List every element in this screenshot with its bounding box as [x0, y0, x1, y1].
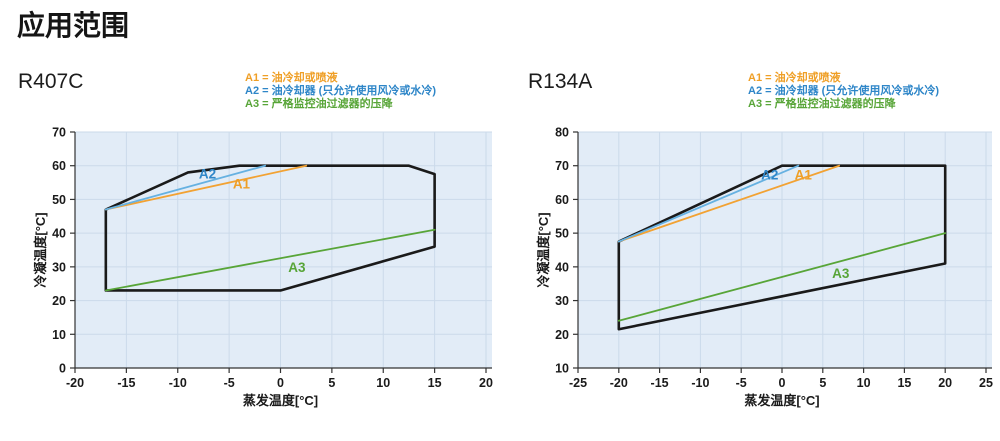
chart-title-r134a: R134A: [528, 70, 593, 93]
chart-r134a: -25 -20 -15 -10 -5 0 5 10 15 20 25 10 20 30 40 50 60 70 80…: [536, 126, 993, 409]
legend-r407c: A1 = 油冷却或喷液 A2 = 油冷却器 (只允许使用风冷或水冷) A3 = …: [245, 72, 505, 111]
y-tick-label: 30: [52, 260, 66, 274]
y-tick-label: 60: [555, 193, 569, 207]
series-a2-line: [617, 164, 800, 243]
y-tick-label: 30: [555, 294, 569, 308]
operating-envelope: [617, 164, 947, 331]
y-tick-label: 40: [52, 227, 66, 241]
series-a3-label: A3: [288, 260, 306, 275]
y-tick-label: 50: [52, 193, 66, 207]
x-tick-label: -5: [736, 376, 747, 390]
series-a3-line: [104, 228, 436, 292]
plot-area: [578, 132, 992, 368]
series-a1-label: A1: [795, 167, 813, 182]
y-tick-label: 40: [555, 260, 569, 274]
series-a2-label: A2: [199, 166, 216, 181]
series-a3-label: A3: [832, 266, 850, 281]
y-tick-label: 70: [52, 126, 66, 140]
x-tick-label: -10: [169, 376, 187, 390]
x-tick-label: -20: [610, 376, 628, 390]
x-tick-label: 5: [328, 376, 335, 390]
x-tick-label: 20: [938, 376, 952, 390]
legend-item-a3: A3 = 严格监控油过滤器的压降: [245, 98, 393, 110]
legend-item-a1: A1 = 油冷却或喷液: [245, 72, 338, 84]
series-a1-line: [104, 164, 308, 211]
series-a2-label: A2: [761, 167, 778, 182]
x-tick-label: 5: [819, 376, 826, 390]
y-tick-label: 0: [59, 362, 66, 376]
x-tick-label: -20: [66, 376, 84, 390]
legend-item-a2: A2 = 油冷却器 (只允许使用风冷或水冷): [748, 85, 939, 97]
x-tick-label: 15: [897, 376, 911, 390]
plot-area: [75, 132, 492, 368]
chart-r407c: -20 -15 -10 -5 0 5 10 15 20 0 10 20 30 40 50 60 70 蒸发温度[°…: [33, 126, 493, 409]
x-axis-title: 蒸发温度[°C]: [744, 393, 819, 408]
x-axis-title: 蒸发温度[°C]: [243, 393, 318, 408]
legend-item-a3: A3 = 严格监控油过滤器的压降: [748, 98, 896, 110]
chart-title-r407c: R407C: [18, 70, 84, 93]
legend-r134a: A1 = 油冷却或喷液 A2 = 油冷却器 (只允许使用风冷或水冷) A3 = …: [748, 72, 1000, 111]
page-title: 应用范围: [17, 10, 130, 41]
series-a1-label: A1: [233, 176, 251, 191]
legend-item-a1: A1 = 油冷却或喷液: [748, 72, 841, 84]
x-tick-label: 25: [979, 376, 993, 390]
y-tick-label: 20: [555, 328, 569, 342]
x-tick-label: 0: [277, 376, 284, 390]
x-tick-label: -15: [651, 376, 669, 390]
x-tick-label: -10: [691, 376, 709, 390]
x-tick-label: 15: [428, 376, 442, 390]
y-tick-label: 60: [52, 159, 66, 173]
y-tick-label: 80: [555, 126, 569, 140]
y-tick-label: 50: [555, 227, 569, 241]
x-tick-label: 10: [857, 376, 871, 390]
x-tick-label: -25: [569, 376, 587, 390]
y-axis-title: 冷凝温度[°C]: [536, 212, 551, 287]
y-tick-label: 70: [555, 159, 569, 173]
x-tick-label: 20: [479, 376, 493, 390]
x-tick-label: 0: [779, 376, 786, 390]
legend-item-a2: A2 = 油冷却器 (只允许使用风冷或水冷): [245, 85, 436, 97]
y-tick-label: 10: [555, 362, 569, 376]
series-a1-line: [617, 164, 841, 243]
y-axis-title: 冷凝温度[°C]: [33, 212, 48, 287]
series-a3-line: [617, 232, 947, 322]
series-a2-line: [104, 164, 266, 211]
operating-envelope: [104, 164, 436, 292]
x-tick-label: -15: [117, 376, 135, 390]
x-tick-label: 10: [376, 376, 390, 390]
x-tick-label: -5: [224, 376, 235, 390]
y-tick-label: 10: [52, 328, 66, 342]
y-tick-label: 20: [52, 294, 66, 308]
